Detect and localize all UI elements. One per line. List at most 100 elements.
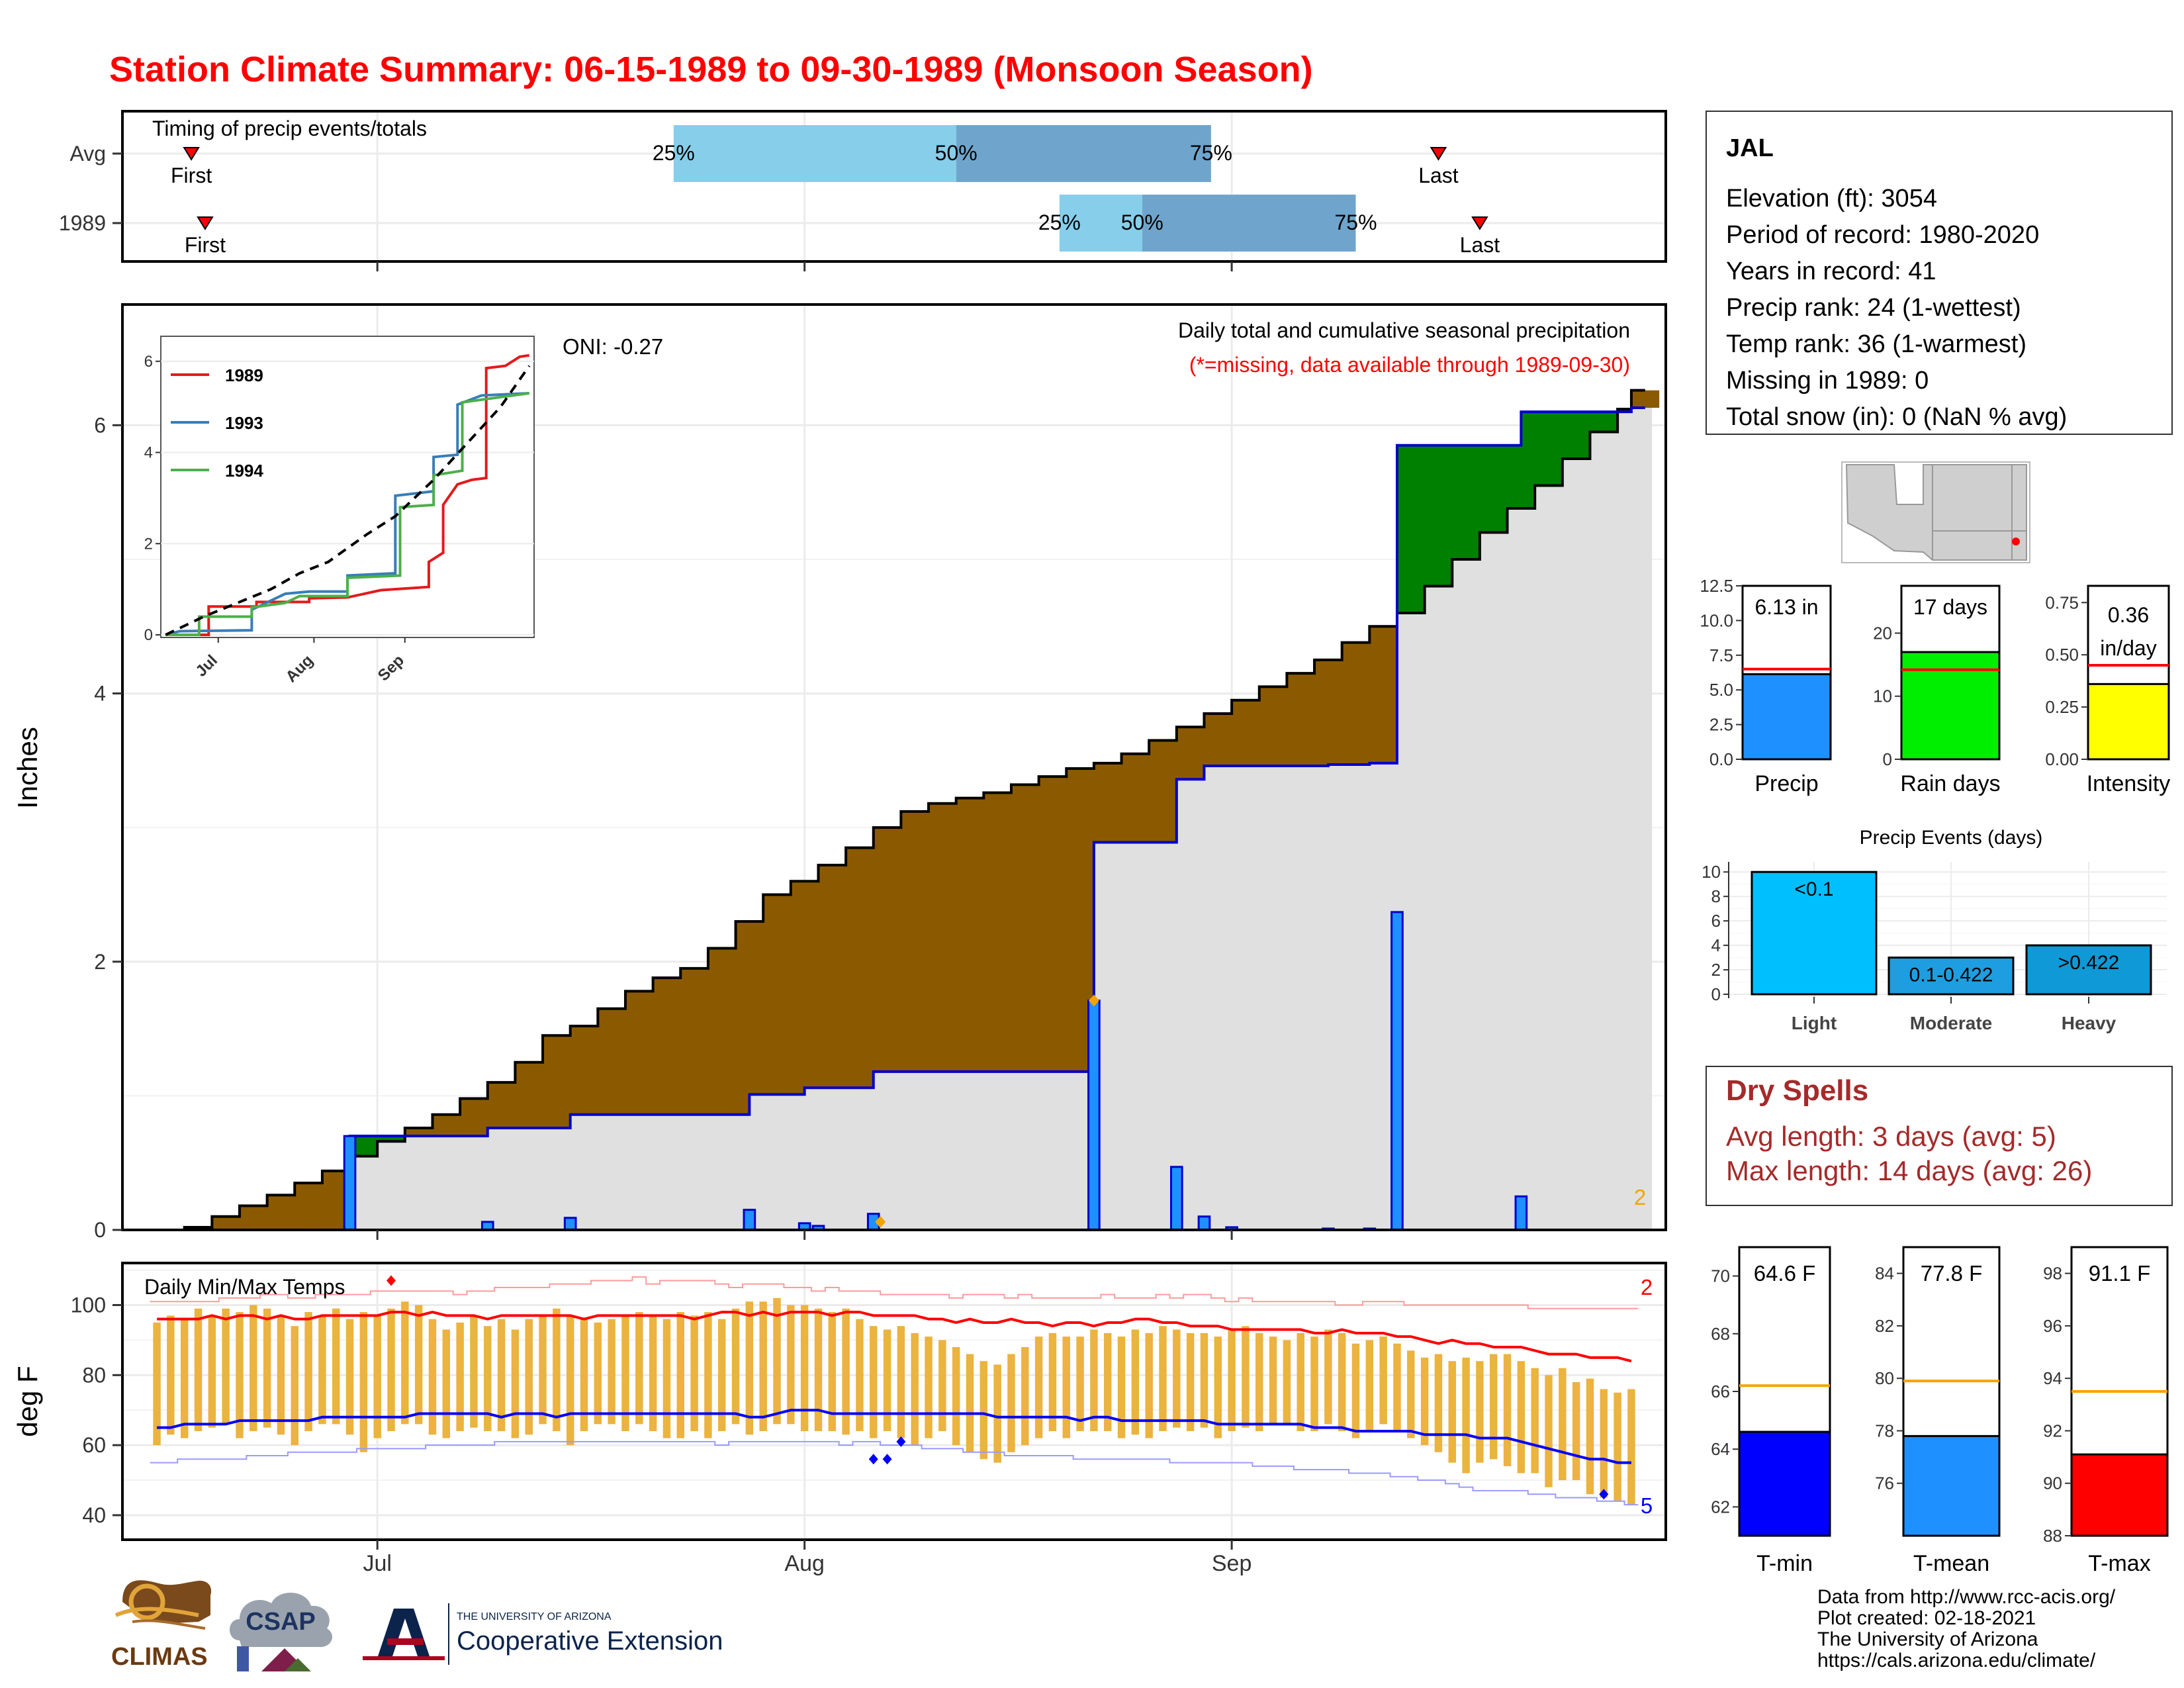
precip-panel: 0 2 4 6 Inches Daily total and cumulative s… (12, 261, 1667, 1242)
precip-deficit-area (625, 991, 640, 1115)
summary-ytick-label: 0.00 (2045, 749, 2079, 769)
month-label-jul: Jul (363, 1551, 391, 1576)
dry-spells-box: Dry Spells Avg length: 3 days (avg: 5) M… (1706, 1066, 2173, 1206)
events-title: Precip Events (days) (1860, 827, 2043, 849)
daily-record-marker (1088, 994, 1099, 1007)
footer-line: Plot created: 02-18-2021 (1817, 1607, 2036, 1629)
csap-logo-text: CSAP (246, 1608, 316, 1636)
daily-temp-range-bar (318, 1315, 326, 1425)
inset-legend: 1989 1993 1994 (171, 365, 263, 481)
daily-temp-range-bar (1145, 1333, 1153, 1438)
daily-temp-range-bar (387, 1308, 395, 1431)
daily-temp-range-bar (1062, 1336, 1070, 1438)
daily-temp-range-bar (979, 1361, 988, 1460)
temperature-bar-charts: 64.6 F T-min 62 64 66 68 70 77.8 F T-mean 76 78 80 8… (1711, 1246, 2169, 1576)
daily-temp-range-bar (911, 1333, 919, 1446)
temp-ytick-label: 100 (71, 1293, 106, 1317)
precip-deficit-area (956, 798, 971, 1072)
ua-logo-small-text: THE UNIVERSITY OF ARIZONA (457, 1611, 612, 1622)
temp-panel: 40 60 80 100 deg F Daily Min/Max Temps 2 5 (12, 1262, 1667, 1550)
precip-deficit-area (1066, 769, 1081, 1072)
precip-deficit-area (1149, 740, 1163, 843)
daily-temp-range-bar (180, 1319, 189, 1438)
temp-bar-ytick-label: 82 (1875, 1316, 1894, 1336)
climas-logo-text: CLIMAS (111, 1643, 208, 1671)
daily-temp-range-bar (1242, 1326, 1250, 1428)
daily-temp-range-bar (621, 1315, 629, 1431)
daily-temp-range-bar (1614, 1392, 1621, 1501)
temp-bar-ytick-label: 90 (2043, 1474, 2062, 1493)
precip-panel-title: Daily total and cumulative seasonal prec… (1178, 318, 1630, 342)
daily-temp-range-bar (649, 1315, 657, 1431)
precip-deficit-area (487, 1082, 502, 1129)
daily-temp-range-bar (1076, 1336, 1084, 1431)
daily-temp-range-bar (497, 1319, 506, 1431)
daily-temp-range-bar (1476, 1361, 1484, 1463)
daily-temp-range-bar (484, 1326, 492, 1431)
summary-chart-label: Precip (1754, 771, 1818, 796)
precip-deficit-area (1245, 700, 1260, 766)
daily-temp-range-bar (332, 1308, 340, 1425)
precip-deficit-area (1259, 686, 1274, 766)
precip-deficit-area (804, 881, 819, 1088)
daily-temp-range-bar (236, 1312, 244, 1438)
temp-bar-category-label: T-max (2088, 1551, 2150, 1576)
daily-temp-range-bar (800, 1305, 809, 1431)
events-category-label: Moderate (1910, 1013, 1992, 1033)
daily-temp-range-bar (1228, 1329, 1236, 1431)
daily-temp-range-bar (1214, 1336, 1222, 1438)
timing-p25-label: 25% (653, 141, 695, 165)
summary-bar-intensity (2087, 682, 2170, 761)
daily-temp-range-bar (553, 1308, 561, 1431)
timing-last-label: Last (1418, 164, 1459, 187)
precip-surplus-area (391, 1136, 406, 1142)
precip-panel-subtitle: (*=missing, data available through 1989-… (1189, 353, 1630, 377)
precip-deficit-area (1093, 763, 1109, 843)
precip-deficit-area (570, 1026, 585, 1115)
timing-row-label-1989: 1989 (59, 211, 106, 235)
events-bar-label: >0.422 (2058, 952, 2120, 974)
temp-bar-ytick-label: 96 (2043, 1316, 2062, 1336)
daily-temp-range-bar (1572, 1382, 1580, 1481)
daily-precip-bar (1170, 1166, 1183, 1231)
precip-deficit-area (942, 803, 957, 1072)
inset-legend-1989: 1989 (225, 365, 263, 385)
temp-bar-category-label: T-mean (1913, 1551, 1989, 1576)
cumulative-observed-fill (157, 408, 1653, 1230)
daily-temp-range-bar (856, 1319, 864, 1431)
station-name: JAL (1726, 134, 1774, 162)
daily-temp-range-bar (414, 1305, 423, 1425)
precip-surplus-area (1452, 445, 1467, 559)
station-line: Precip rank: 24 (1-wettest) (1726, 294, 2021, 322)
daily-temp-range-bar (470, 1315, 478, 1428)
precip-surplus-area (1590, 412, 1604, 432)
daily-temp-range-bar (1503, 1354, 1512, 1466)
precip-deficit-area (666, 978, 681, 1115)
daily-temp-range-bar (1131, 1329, 1140, 1435)
precip-deficit-area (680, 968, 695, 1115)
precip-deficit-area (1273, 686, 1288, 766)
dry-spells-avg: Avg length: 3 days (avg: 5) (1726, 1121, 2056, 1152)
inset-series-1994-line (165, 392, 530, 636)
temp-ytick-label: 40 (82, 1503, 106, 1527)
temp-count-high: 2 (1641, 1275, 1653, 1299)
daily-temp-range-bar (1338, 1333, 1346, 1431)
daily-temp-range-bar (662, 1319, 671, 1438)
summary-value-label: in/day (2100, 636, 2156, 660)
events-category-label: Light (1792, 1013, 1837, 1033)
precip-deficit-area (749, 921, 764, 1095)
summary-chart-label: Intensity (2087, 771, 2171, 796)
timing-last-marker (1430, 147, 1447, 161)
precip-deficit-area (639, 991, 654, 1115)
events-bar-light (1751, 870, 1878, 996)
temp-bar-ytick-label: 98 (2043, 1264, 2062, 1284)
daily-temp-range-bar (1517, 1361, 1525, 1474)
precip-deficit-area (694, 968, 709, 1115)
precip-deficit-area (598, 1008, 612, 1115)
temp-bar-t-min (1738, 1430, 1831, 1537)
record-low-marker (882, 1454, 892, 1465)
precip-surplus-area (1466, 445, 1480, 559)
precip-ylabel: Inches (12, 727, 43, 809)
precip-deficit-area (707, 948, 723, 1115)
locator-map (1841, 461, 2030, 563)
